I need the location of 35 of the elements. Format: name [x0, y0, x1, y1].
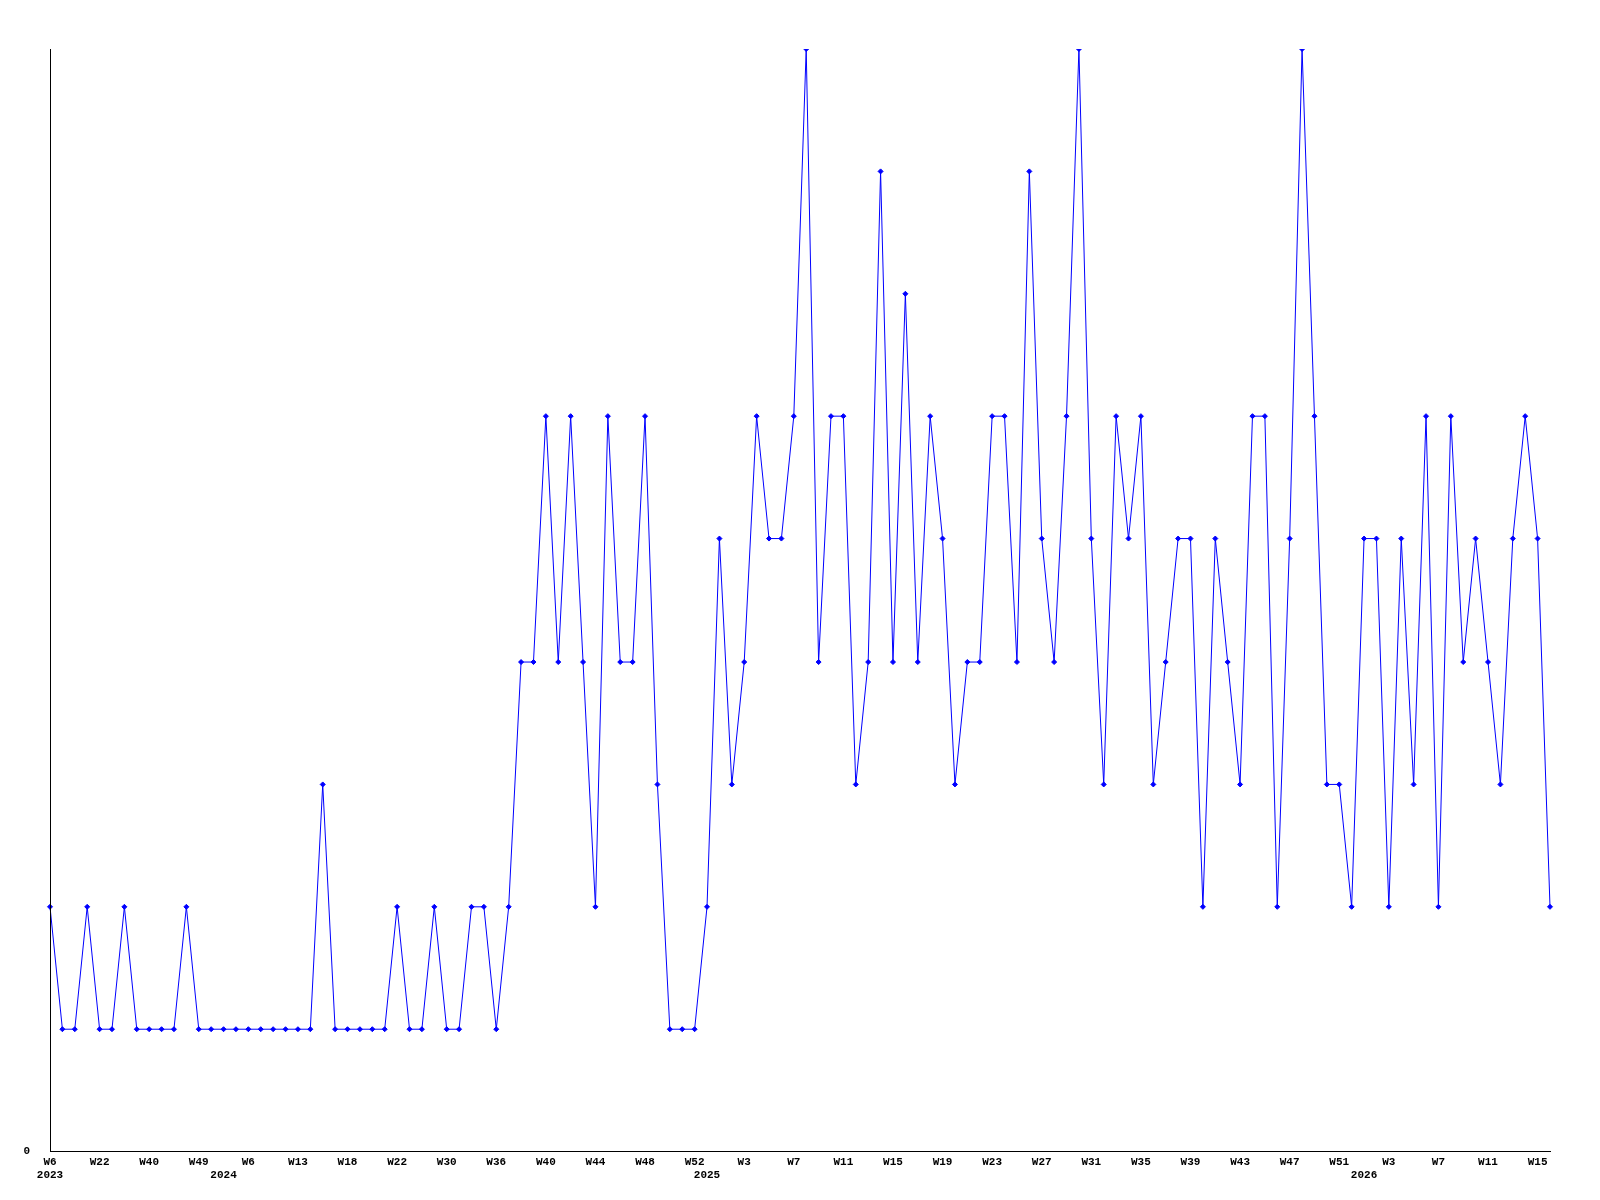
x-tick-label: 2024 [210, 1169, 238, 1182]
x-tick-label: W36 [486, 1155, 507, 1168]
x-tick-label: W7 [1431, 1155, 1446, 1168]
x-tick-label: W35 [1131, 1155, 1152, 1168]
x-tick-label: W43 [1230, 1155, 1251, 1168]
x-tick-label: W22 [387, 1155, 408, 1168]
x-tick-label: W48 [635, 1155, 656, 1168]
x-tick-label: 2025 [693, 1169, 721, 1182]
x-tick-label: W22 [89, 1155, 110, 1168]
x-tick-label: W15 [1527, 1155, 1548, 1168]
x-tick-label: W23 [982, 1155, 1003, 1168]
x-tick-label: 2026 [1350, 1169, 1378, 1182]
x-tick-label: W52 [684, 1155, 705, 1168]
x-tick-label: W15 [883, 1155, 904, 1168]
x-tick-label: W13 [288, 1155, 309, 1168]
x-tick-label: W27 [1031, 1155, 1052, 1168]
x-tick-label: W19 [932, 1155, 953, 1168]
x-tick-label: W7 [787, 1155, 801, 1168]
x-tick-label: W3 [1382, 1155, 1396, 1168]
x-tick-label: W49 [188, 1155, 209, 1168]
x-tick-label: W6 [241, 1155, 255, 1168]
x-tick-label: W51 [1329, 1155, 1350, 1168]
x-tick-label: W44 [585, 1155, 606, 1168]
x-tick-label: W40 [139, 1155, 160, 1168]
text: 0 [23, 1145, 30, 1158]
x-tick-label: W47 [1279, 1155, 1300, 1168]
x-tick-label: W40 [535, 1155, 556, 1168]
x-tick-label: W31 [1081, 1155, 1102, 1168]
x-tick-label: W3 [737, 1155, 752, 1168]
x-tick-label: W18 [337, 1155, 358, 1168]
x-tick-label: W39 [1180, 1155, 1201, 1168]
x-tick-label: W11 [1478, 1155, 1499, 1168]
x-tick-label: W6 2023 [36, 1155, 64, 1182]
x-tick-label: W30 [436, 1155, 457, 1168]
x-tick-label: W11 [833, 1155, 854, 1168]
